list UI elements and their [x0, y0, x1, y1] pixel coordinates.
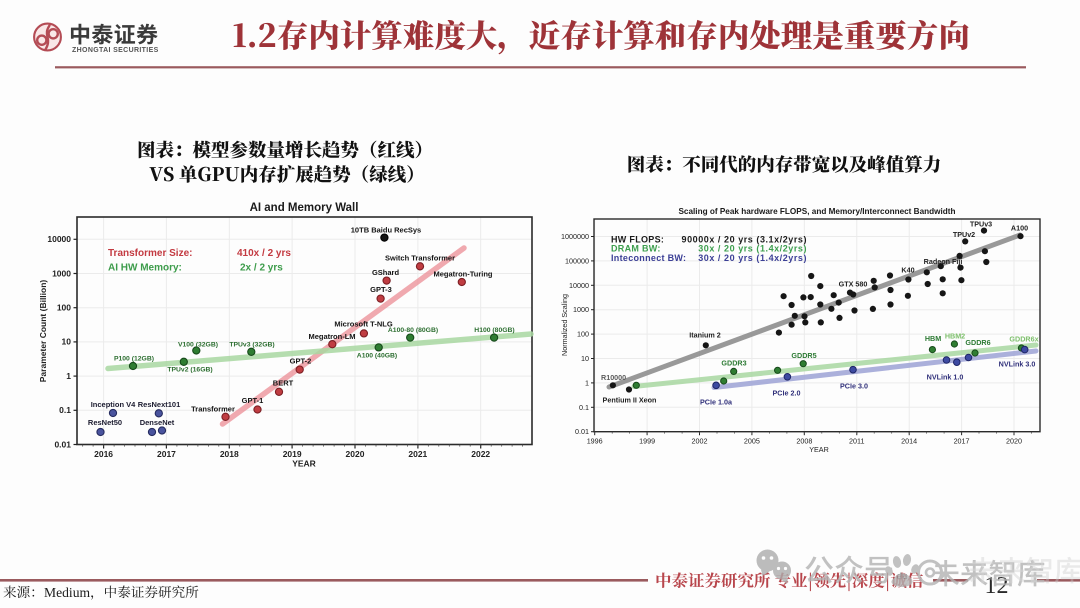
svg-text:Itanium 2: Itanium 2 [689, 331, 721, 340]
svg-text:1: 1 [66, 371, 71, 381]
svg-text:2002: 2002 [692, 437, 708, 446]
svg-text:10TB Baidu RecSys: 10TB Baidu RecSys [351, 225, 421, 234]
svg-text:2008: 2008 [796, 437, 812, 446]
svg-text:2005: 2005 [744, 437, 760, 446]
svg-text:Scaling of Peak hardware FLOPS: Scaling of Peak hardware FLOPS, and Memo… [678, 207, 955, 216]
svg-text:GPT-2: GPT-2 [290, 357, 312, 366]
svg-text:410x / 2 yrs: 410x / 2 yrs [237, 248, 291, 259]
svg-text:12: 12 [985, 573, 1009, 599]
svg-text:0.01: 0.01 [54, 439, 71, 449]
svg-text:Radeon Fiji: Radeon Fiji [924, 257, 963, 266]
svg-text:NVLink 3.0: NVLink 3.0 [999, 360, 1036, 369]
svg-text:90000x / 20 yrs (3.1x/2yrs): 90000x / 20 yrs (3.1x/2yrs) [682, 235, 807, 245]
svg-text:100000: 100000 [565, 256, 589, 265]
svg-text:Megatron-Turing: Megatron-Turing [433, 270, 492, 279]
svg-text:ResNext101: ResNext101 [138, 400, 181, 409]
svg-text:0.1: 0.1 [579, 403, 589, 412]
svg-text:100: 100 [57, 303, 71, 313]
svg-text:AI HW Memory:: AI HW Memory: [108, 263, 182, 274]
svg-text:10: 10 [62, 337, 72, 347]
svg-text:1996: 1996 [587, 437, 603, 446]
svg-text:Medium: Medium [44, 585, 90, 600]
svg-text:1000: 1000 [52, 268, 71, 278]
svg-text:ZHONGTAI SECURITIES: ZHONGTAI SECURITIES [72, 47, 159, 54]
svg-text:Normalized Scaling: Normalized Scaling [560, 294, 569, 356]
svg-text:1000000: 1000000 [561, 232, 589, 241]
svg-text:DenseNet: DenseNet [140, 418, 175, 427]
svg-text:10: 10 [581, 354, 589, 363]
svg-text:2022: 2022 [471, 449, 490, 459]
svg-text:GDDR6: GDDR6 [965, 338, 990, 347]
svg-text:PCIe 3.0: PCIe 3.0 [840, 382, 868, 391]
svg-text:HBM2: HBM2 [945, 331, 965, 340]
svg-text:Pentium II Xeon: Pentium II Xeon [603, 396, 657, 405]
svg-text:Inteconnect BW:: Inteconnect BW: [611, 253, 686, 263]
svg-text:1000: 1000 [573, 305, 589, 314]
svg-text:K40: K40 [901, 266, 914, 275]
svg-text:V100 (32GB): V100 (32GB) [178, 342, 218, 349]
svg-text:Parameter Count (Billion): Parameter Count (Billion) [38, 280, 48, 383]
svg-text:GTX 580: GTX 580 [839, 280, 868, 289]
svg-text:R10000: R10000 [601, 373, 626, 382]
svg-text:TPUv3: TPUv3 [970, 220, 992, 229]
svg-text:A100: A100 [1011, 224, 1028, 233]
svg-text:HW FLOPS:: HW FLOPS: [611, 235, 664, 245]
svg-text:1: 1 [585, 378, 589, 387]
svg-text:GShard: GShard [372, 268, 400, 277]
svg-text:PCIe 2.0: PCIe 2.0 [773, 389, 801, 398]
svg-text:Transformer Size:: Transformer Size: [108, 248, 192, 259]
svg-text:A100 (40GB): A100 (40GB) [357, 353, 397, 360]
svg-text:10000: 10000 [569, 281, 589, 290]
svg-text:ResNet50: ResNet50 [88, 418, 122, 427]
svg-text:GPT-3: GPT-3 [370, 285, 392, 294]
svg-text:PCIe 1.0a: PCIe 1.0a [700, 398, 733, 407]
svg-text:NVLink 1.0: NVLink 1.0 [927, 373, 964, 382]
svg-text:Switch Transformer: Switch Transformer [385, 253, 455, 262]
svg-text:AI and Memory Wall: AI and Memory Wall [250, 202, 359, 214]
svg-text:Transformer: Transformer [191, 405, 235, 414]
svg-text:1999: 1999 [639, 437, 655, 446]
svg-text:YEAR: YEAR [292, 459, 316, 469]
svg-text:TPUv2: TPUv2 [953, 230, 975, 239]
svg-text:Megatron-LM: Megatron-LM [308, 332, 355, 341]
svg-text:30x / 20 yrs (1.4x/2yrs): 30x / 20 yrs (1.4x/2yrs) [698, 244, 807, 254]
svg-text:A100-80 (80GB): A100-80 (80GB) [388, 327, 438, 334]
svg-text:Microsoft T-NLG: Microsoft T-NLG [334, 320, 392, 329]
svg-text:2020: 2020 [346, 449, 365, 459]
svg-text:2019: 2019 [283, 449, 302, 459]
svg-text:GDDR3: GDDR3 [721, 358, 746, 367]
svg-text:TPUv3 (32GB): TPUv3 (32GB) [229, 342, 274, 349]
svg-text:H100 (80GB): H100 (80GB) [474, 327, 514, 334]
svg-text:2x / 2 yrs: 2x / 2 yrs [240, 263, 283, 274]
svg-text:HBM: HBM [925, 334, 941, 343]
svg-text:2021: 2021 [408, 449, 427, 459]
svg-text:0.1: 0.1 [59, 405, 71, 415]
svg-text:GDDR6x: GDDR6x [1009, 334, 1038, 343]
svg-text:Inception V4: Inception V4 [91, 400, 136, 409]
svg-text:TPUv2 (16GB): TPUv2 (16GB) [167, 367, 212, 374]
svg-text:2011: 2011 [849, 437, 864, 446]
svg-text:2020: 2020 [1006, 437, 1022, 446]
svg-text:GDDR5: GDDR5 [791, 351, 816, 360]
svg-text:2017: 2017 [954, 437, 970, 446]
svg-text:GPT-1: GPT-1 [242, 396, 264, 405]
svg-text:30x / 20 yrs (1.4x/2yrs): 30x / 20 yrs (1.4x/2yrs) [698, 253, 807, 263]
svg-text:du: du [897, 571, 908, 581]
svg-text:2014: 2014 [901, 437, 917, 446]
svg-text:YEAR: YEAR [809, 445, 829, 454]
svg-text:100: 100 [577, 330, 589, 339]
svg-text:0.01: 0.01 [575, 427, 589, 436]
svg-text:10000: 10000 [47, 234, 71, 244]
svg-text:P100 (12GB): P100 (12GB) [114, 356, 154, 363]
svg-text:BERT: BERT [273, 379, 294, 388]
svg-text:2016: 2016 [94, 449, 113, 459]
svg-text:DRAM BW:: DRAM BW: [611, 244, 661, 254]
svg-text:2018: 2018 [220, 449, 239, 459]
svg-text:2017: 2017 [157, 449, 176, 459]
